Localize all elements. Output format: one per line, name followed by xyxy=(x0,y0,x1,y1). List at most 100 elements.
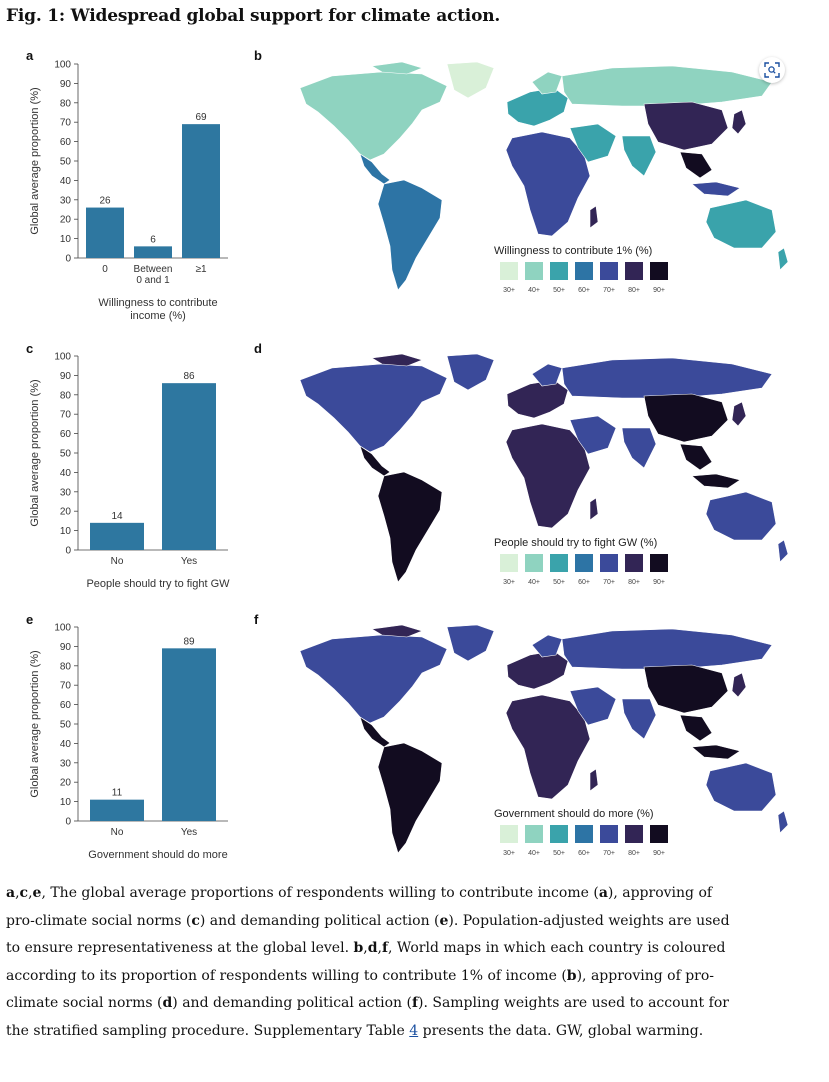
y-tick-label: 40 xyxy=(60,468,72,479)
legend-label: 80+ xyxy=(628,579,640,586)
panel-letter-f: f xyxy=(254,612,259,627)
legend-label: 60+ xyxy=(578,287,590,294)
map-region-middleEast xyxy=(569,123,617,163)
legend-label: 30+ xyxy=(503,850,515,857)
map-region-centralAmerica xyxy=(359,445,391,477)
legend-label: 30+ xyxy=(503,579,515,586)
bar-data-label: 11 xyxy=(112,788,123,799)
map-region-china xyxy=(643,664,729,714)
map-region-russia xyxy=(561,357,773,399)
map-region-europe xyxy=(506,87,569,127)
y-tick-label: 90 xyxy=(60,371,72,382)
map-region-southAmerica xyxy=(377,471,443,583)
world-map-f: Government should do more (%) 30+ 40+ 50+ 60… xyxy=(299,624,789,857)
map-region-indonesia xyxy=(691,744,741,760)
caption-line-6: the stratified sampling procedure. Suppl… xyxy=(6,1018,826,1046)
y-tick-label: 20 xyxy=(60,507,72,518)
y-tick-label: 90 xyxy=(60,642,72,653)
caption-line-6-start: the stratified sampling procedure. Suppl… xyxy=(6,1022,410,1039)
legend-swatch xyxy=(625,554,643,572)
map-region-greenland xyxy=(446,353,495,391)
panel-letter-a: a xyxy=(26,48,34,63)
y-tick-label: 10 xyxy=(60,797,72,808)
map-region-russia xyxy=(561,628,773,670)
map-region-japan xyxy=(731,672,747,698)
y-tick-label: 90 xyxy=(60,79,72,90)
map-region-australia xyxy=(705,762,777,812)
map-region-africa xyxy=(505,694,591,800)
x-axis-label: People should try to fight GW xyxy=(86,578,230,590)
legend-swatch xyxy=(525,554,543,572)
legend-label: 50+ xyxy=(553,287,565,294)
map-region-india xyxy=(621,698,657,740)
x-axis-label: Willingness to contribute xyxy=(98,297,217,309)
legend-swatch xyxy=(500,262,518,280)
map-region-greenland xyxy=(446,624,495,662)
map-region-northAmerica xyxy=(299,363,448,453)
legend-label: 70+ xyxy=(603,579,615,586)
legend-label: 40+ xyxy=(528,287,540,294)
legend-swatch xyxy=(525,825,543,843)
map-region-seAsia xyxy=(679,443,713,471)
map-region-canadaArctic xyxy=(371,61,423,75)
caption-line-2: pro-climate social norms (c) and demandi… xyxy=(6,912,730,929)
legend-label: 80+ xyxy=(628,287,640,294)
bar-data-label: 86 xyxy=(183,371,195,382)
map-region-middleEast xyxy=(569,415,617,455)
map-region-india xyxy=(621,427,657,469)
map-region-africa xyxy=(505,423,591,529)
bar xyxy=(90,799,144,821)
legend-swatch xyxy=(600,262,618,280)
bar xyxy=(162,648,216,821)
map-region-india xyxy=(621,135,657,177)
map-legend-title: Government should do more (%) xyxy=(494,808,654,820)
world-map-b: Willingness to contribute 1% (%) 30+ 40+ 50… xyxy=(299,61,789,294)
caption-line-3: to ensure representativeness at the glob… xyxy=(6,940,726,957)
bar xyxy=(162,383,216,550)
bar-data-label: 69 xyxy=(195,112,207,123)
legend-swatch xyxy=(600,825,618,843)
legend-swatch xyxy=(650,262,668,280)
supplementary-table-link[interactable]: 4 xyxy=(409,1022,419,1039)
map-region-europe xyxy=(506,379,569,419)
map-region-northAmerica xyxy=(299,634,448,724)
y-tick-label: 30 xyxy=(60,758,72,769)
caption-line-1: a,c,e, The global average proportions of… xyxy=(6,885,713,901)
x-tick-label: ≥1 xyxy=(195,264,206,275)
legend-label: 30+ xyxy=(503,287,515,294)
map-region-madagascar xyxy=(589,205,599,229)
y-tick-label: 50 xyxy=(60,157,72,168)
y-tick-label: 100 xyxy=(54,352,71,363)
legend-label: 60+ xyxy=(578,579,590,586)
y-tick-label: 40 xyxy=(60,176,72,187)
map-legend-title: People should try to fight GW (%) xyxy=(494,537,657,549)
y-tick-label: 100 xyxy=(54,60,71,71)
legend-label: 70+ xyxy=(603,287,615,294)
map-region-japan xyxy=(731,109,747,135)
bar-chart-e: 0 10 20 30 40 50 60 70 80 90 100 Global average pro… xyxy=(29,623,228,859)
panel-letter-e: e xyxy=(26,612,34,627)
legend-swatch xyxy=(500,825,518,843)
legend-swatch xyxy=(650,554,668,572)
bar xyxy=(90,522,144,550)
y-tick-label: 30 xyxy=(60,195,72,206)
caption-line-4: according to its proportion of responden… xyxy=(6,967,715,984)
map-region-australia xyxy=(705,199,777,249)
y-tick-label: 60 xyxy=(60,137,72,148)
map-region-nz xyxy=(777,810,789,834)
panel-letter-d: d xyxy=(254,341,262,356)
map-region-greenland xyxy=(446,61,495,99)
figure-caption: a,c,e, The global average proportions of… xyxy=(6,880,826,1046)
map-region-china xyxy=(643,393,729,443)
y-tick-label: 80 xyxy=(60,390,72,401)
map-region-northAmerica xyxy=(299,71,448,161)
y-tick-label: 30 xyxy=(60,487,72,498)
caption-line-5: climate social norms (d) and demanding p… xyxy=(6,995,729,1012)
map-region-indonesia xyxy=(691,473,741,489)
map-region-europe xyxy=(506,650,569,690)
expand-button[interactable] xyxy=(759,57,785,83)
legend-label: 70+ xyxy=(603,850,615,857)
legend-swatch xyxy=(575,825,593,843)
map-region-scandinavia xyxy=(531,634,563,658)
map-region-madagascar xyxy=(589,768,599,792)
